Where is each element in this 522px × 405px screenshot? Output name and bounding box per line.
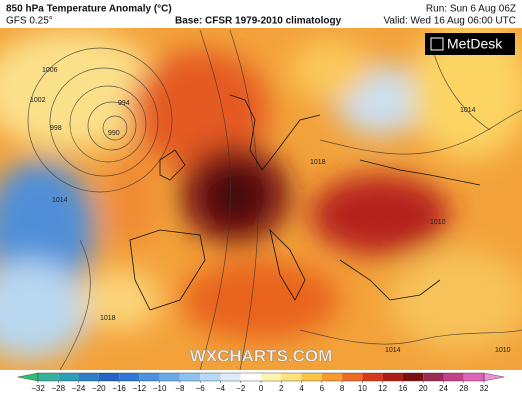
- colorbar-segment: [382, 373, 403, 381]
- model: GFS 0.25°: [6, 16, 53, 27]
- isobar-label: 1014: [385, 347, 401, 354]
- title: 850 hPa Temperature Anomaly (°C): [6, 4, 172, 15]
- colorbar-tick-label: −2: [236, 384, 246, 393]
- colorbar-segment: [463, 373, 484, 381]
- colorbar-tick-label: −32: [31, 384, 45, 393]
- colorbar-segment: [423, 373, 444, 381]
- colorbar-tick-label: 0: [259, 384, 264, 393]
- colorbar-tick-label: 6: [320, 384, 325, 393]
- colorbar: −32 −28 −24 −20 −16 −12 −10 −8 −6 −4 −2 0 2 4 6 8 10 12 16…: [17, 372, 505, 393]
- colorbar-tick-label: 28: [459, 384, 468, 393]
- valid: Valid: Wed 16 Aug 06:00 UTC: [384, 16, 517, 27]
- isobar-label: 1010: [495, 347, 511, 354]
- colorbar-end: [17, 372, 39, 382]
- isobar-label: 1010: [430, 219, 446, 226]
- logo-text: MetDesk: [447, 36, 503, 52]
- colorbar-tick-label: −4: [216, 384, 226, 393]
- isobar-labels: 1006 1002 998 994 990 1014 1018 1014 101…: [30, 67, 511, 354]
- colorbar-segment: [179, 373, 201, 381]
- colorbar-segment: [240, 373, 261, 381]
- isobar-label: 990: [108, 130, 120, 137]
- colorbar-tick-label: 20: [419, 384, 428, 393]
- colorbar-segment: [78, 373, 99, 381]
- base: Base: CFSR 1979-2010 climatology: [175, 16, 342, 27]
- header: 850 hPa Temperature Anomaly (°C) GFS 0.2…: [6, 4, 516, 27]
- colorbar-tick-label: 32: [480, 384, 489, 393]
- colorbar-tick-label: −12: [133, 384, 147, 393]
- colorbar-tick-label: 2: [279, 384, 284, 393]
- run: Run: Sun 6 Aug 06Z: [426, 4, 516, 15]
- colorbar-tick-label: −28: [51, 384, 65, 393]
- colorbar-segment: [281, 373, 302, 381]
- isobar-label: 1018: [100, 315, 116, 322]
- colorbar-tick-label: 12: [378, 384, 387, 393]
- isobars: [27, 29, 522, 370]
- colorbar-segment: [220, 373, 241, 381]
- map: 1006 1002 998 994 990 1014 1018 1014 101…: [0, 28, 522, 370]
- colorbar-segment: [443, 373, 464, 381]
- isobar-label: 998: [50, 125, 62, 132]
- logo: MetDesk: [425, 33, 515, 55]
- colorbar-tick-label: 24: [439, 384, 448, 393]
- isobar-label: 1002: [30, 97, 46, 104]
- colorbar-segment: [200, 373, 221, 381]
- isobar-label: 1014: [52, 197, 68, 204]
- colorbar-segment: [98, 373, 120, 381]
- colorbar-tick-label: −20: [92, 384, 106, 393]
- colorbar-segment: [119, 373, 140, 381]
- logo-box: [425, 33, 515, 55]
- isobar-label: 994: [118, 100, 130, 107]
- isobar-label: 1018: [310, 159, 326, 166]
- isobar-label: 1006: [42, 67, 58, 74]
- colorbar-tick-label: −10: [153, 384, 167, 393]
- colorbar-segment: [301, 373, 322, 381]
- colorbar-segment: [261, 373, 282, 381]
- colorbar-segment: [321, 373, 343, 381]
- colorbar-end: [483, 372, 505, 382]
- isobar-label: 1014: [460, 107, 476, 114]
- colorbar-segment: [402, 373, 424, 381]
- colorbar-tick-label: −24: [72, 384, 86, 393]
- colorbar-segment: [342, 373, 363, 381]
- colorbar-tick-label: 16: [398, 384, 407, 393]
- colorbar-tick-label: −16: [112, 384, 126, 393]
- colorbar-tick-label: −6: [196, 384, 206, 393]
- anomaly-field: [0, 28, 522, 360]
- colorbar-tick-label: 10: [358, 384, 367, 393]
- colorbar-tick-label: −8: [175, 384, 185, 393]
- logo-icon: [430, 37, 444, 51]
- colorbar-segment: [159, 373, 180, 381]
- colorbar-tick-label: 8: [340, 384, 345, 393]
- colorbar-segment: [58, 373, 79, 381]
- coastlines: [129, 94, 481, 311]
- colorbar-segment: [139, 373, 160, 381]
- colorbar-tick-label: 4: [299, 384, 304, 393]
- colorbar-segment: [362, 373, 383, 381]
- colorbar-segment: [38, 373, 59, 381]
- watermark: WXCHARTS.COM: [190, 346, 333, 365]
